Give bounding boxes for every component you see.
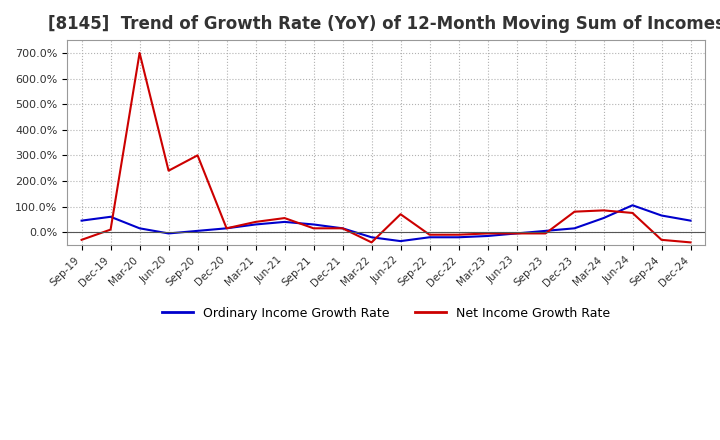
Line: Net Income Growth Rate: Net Income Growth Rate: [81, 53, 690, 242]
Legend: Ordinary Income Growth Rate, Net Income Growth Rate: Ordinary Income Growth Rate, Net Income …: [157, 302, 615, 325]
Net Income Growth Rate: [541, 231, 550, 236]
Ordinary Income Growth Rate: [426, 235, 434, 240]
Net Income Growth Rate: [483, 231, 492, 236]
Ordinary Income Growth Rate: [193, 228, 202, 234]
Ordinary Income Growth Rate: [338, 226, 347, 231]
Title: [8145]  Trend of Growth Rate (YoY) of 12-Month Moving Sum of Incomes: [8145] Trend of Growth Rate (YoY) of 12-…: [48, 15, 720, 33]
Net Income Growth Rate: [396, 212, 405, 217]
Net Income Growth Rate: [628, 210, 636, 216]
Ordinary Income Growth Rate: [454, 235, 463, 240]
Ordinary Income Growth Rate: [570, 226, 579, 231]
Net Income Growth Rate: [222, 226, 231, 231]
Net Income Growth Rate: [512, 231, 521, 236]
Net Income Growth Rate: [251, 219, 260, 224]
Ordinary Income Growth Rate: [222, 226, 231, 231]
Ordinary Income Growth Rate: [483, 233, 492, 238]
Net Income Growth Rate: [164, 168, 173, 173]
Ordinary Income Growth Rate: [396, 238, 405, 244]
Ordinary Income Growth Rate: [541, 228, 550, 234]
Ordinary Income Growth Rate: [107, 214, 115, 220]
Net Income Growth Rate: [686, 240, 695, 245]
Ordinary Income Growth Rate: [657, 213, 666, 218]
Ordinary Income Growth Rate: [280, 219, 289, 224]
Net Income Growth Rate: [77, 237, 86, 242]
Net Income Growth Rate: [599, 208, 608, 213]
Net Income Growth Rate: [338, 226, 347, 231]
Net Income Growth Rate: [193, 153, 202, 158]
Ordinary Income Growth Rate: [309, 222, 318, 227]
Ordinary Income Growth Rate: [251, 222, 260, 227]
Ordinary Income Growth Rate: [628, 203, 636, 208]
Ordinary Income Growth Rate: [367, 235, 376, 240]
Ordinary Income Growth Rate: [686, 218, 695, 223]
Net Income Growth Rate: [570, 209, 579, 214]
Net Income Growth Rate: [367, 240, 376, 245]
Net Income Growth Rate: [657, 237, 666, 242]
Net Income Growth Rate: [280, 216, 289, 221]
Ordinary Income Growth Rate: [512, 231, 521, 236]
Ordinary Income Growth Rate: [164, 231, 173, 236]
Net Income Growth Rate: [309, 226, 318, 231]
Net Income Growth Rate: [426, 232, 434, 237]
Net Income Growth Rate: [135, 50, 144, 55]
Ordinary Income Growth Rate: [599, 216, 608, 221]
Ordinary Income Growth Rate: [77, 218, 86, 223]
Net Income Growth Rate: [454, 232, 463, 237]
Net Income Growth Rate: [107, 227, 115, 232]
Ordinary Income Growth Rate: [135, 226, 144, 231]
Line: Ordinary Income Growth Rate: Ordinary Income Growth Rate: [81, 205, 690, 241]
